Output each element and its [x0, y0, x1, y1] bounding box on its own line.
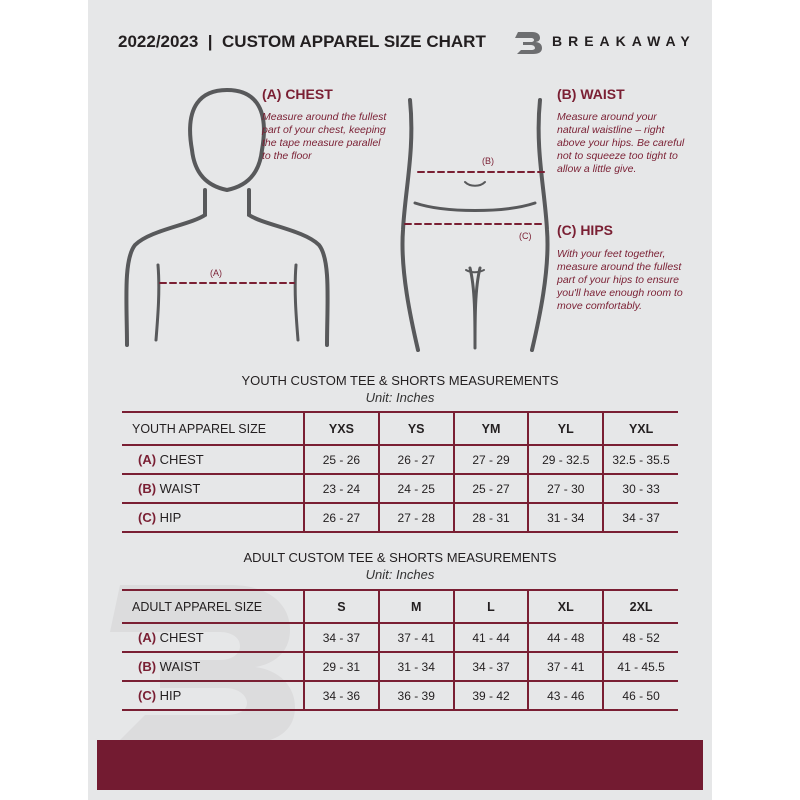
lower-body-figure: [400, 98, 550, 352]
measurement-cell: 25 - 26: [303, 444, 379, 475]
measurement-cell: 31 - 34: [527, 502, 604, 533]
hips-instructions: With your feet together, measure around …: [557, 248, 683, 312]
measurement-cell: 26 - 27: [377, 444, 454, 475]
measurement-cell: 48 - 52: [602, 622, 678, 653]
measurement-cell: 34 - 37: [303, 622, 379, 653]
measure-label: (C) HIP: [122, 680, 304, 711]
chest-heading: (A) CHEST: [262, 86, 333, 102]
measure-letter: (C): [138, 688, 157, 703]
measurement-cell: 46 - 50: [602, 680, 678, 711]
table-row: (A) CHEST 34 - 37 37 - 41 41 - 44 44 - 48 48 …: [122, 622, 678, 653]
adult-size-table: ADULT APPAREL SIZE S M L XL 2XL (A) CHEST 34 - …: [122, 589, 678, 711]
size-header: YM: [452, 411, 529, 446]
size-header: M: [377, 589, 454, 624]
measurement-cell: 25 - 27: [452, 473, 529, 504]
size-header: YS: [377, 411, 454, 446]
table-row: (C) HIP 26 - 27 27 - 28 28 - 31 31 - 34 34 - …: [122, 502, 678, 533]
youth-section-header: YOUTH CUSTOM TEE & SHORTS MEASUREMENTS U…: [122, 372, 678, 406]
chest-marker: (A): [210, 268, 222, 278]
waist-heading: (B) WAIST: [557, 86, 625, 102]
measure-label: (A) CHEST: [122, 622, 304, 653]
adult-section-header: ADULT CUSTOM TEE & SHORTS MEASUREMENTS U…: [122, 549, 678, 583]
brand-logo: BREAKAWAY: [514, 26, 696, 56]
table-row: (A) CHEST 25 - 26 26 - 27 27 - 29 29 - 32.5 3…: [122, 444, 678, 475]
measurement-cell: 27 - 28: [377, 502, 454, 533]
measure-letter: (A): [138, 452, 157, 467]
measurement-cell: 36 - 39: [377, 680, 454, 711]
adult-unit: Unit: Inches: [365, 567, 435, 582]
measurement-cell: 41 - 45.5: [602, 651, 678, 682]
measure-name: WAIST: [159, 481, 201, 496]
measurement-cell: 37 - 41: [527, 651, 604, 682]
measure-label: (B) WAIST: [122, 473, 304, 504]
measure-letter: (B): [138, 659, 157, 674]
table-row: (C) HIP 34 - 36 36 - 39 39 - 42 43 - 46 46 - …: [122, 680, 678, 711]
measurement-cell: 23 - 24: [303, 473, 379, 504]
size-header: YXL: [602, 411, 678, 446]
measure-label: (A) CHEST: [122, 444, 304, 475]
youth-size-table: YOUTH APPAREL SIZE YXS YS YM YL YXL (A) CHEST 2…: [122, 411, 678, 533]
measurement-cell: 29 - 32.5: [527, 444, 604, 475]
youth-title: YOUTH CUSTOM TEE & SHORTS MEASUREMENTS: [241, 373, 559, 388]
waist-marker: (B): [482, 156, 494, 166]
measurement-cell: 34 - 37: [452, 651, 529, 682]
measure-name: WAIST: [159, 659, 201, 674]
measurement-cell: 32.5 - 35.5: [602, 444, 678, 475]
measure-name: HIP: [159, 688, 182, 703]
measure-name: HIP: [159, 510, 182, 525]
measure-label: (C) HIP: [122, 502, 304, 533]
measurement-cell: 24 - 25: [377, 473, 454, 504]
breakaway-b-icon: [515, 32, 542, 54]
upper-body-figure: [124, 87, 330, 347]
measurement-cell: 44 - 48: [527, 622, 604, 653]
size-header: YL: [527, 411, 604, 446]
hip-marker: (C): [519, 231, 532, 241]
size-label: ADULT APPAREL SIZE: [122, 589, 304, 624]
measurement-cell: 41 - 44: [452, 622, 529, 653]
size-header: S: [303, 589, 379, 624]
measure-letter: (C): [138, 510, 157, 525]
measurement-cell: 27 - 30: [527, 473, 604, 504]
table-row: (B) WAIST 29 - 31 31 - 34 34 - 37 37 - 41 41 …: [122, 651, 678, 682]
measure-letter: (B): [138, 481, 157, 496]
footer-bar: [97, 740, 703, 790]
measurement-cell: 28 - 31: [452, 502, 529, 533]
size-header: YXS: [303, 411, 379, 446]
size-label: YOUTH APPAREL SIZE: [122, 411, 304, 446]
youth-unit: Unit: Inches: [365, 390, 435, 405]
measurement-cell: 30 - 33: [602, 473, 678, 504]
measurement-cell: 34 - 37: [602, 502, 678, 533]
size-header: L: [452, 589, 529, 624]
header-row: ADULT APPAREL SIZE S M L XL 2XL: [122, 589, 678, 624]
measurement-cell: 27 - 29: [452, 444, 529, 475]
body-illustrations: [124, 87, 550, 352]
chest-instructions: Measure around the fullest part of your …: [262, 111, 387, 162]
measurement-cell: 31 - 34: [377, 651, 454, 682]
table-row: (B) WAIST 23 - 24 24 - 25 25 - 27 27 - 30 30 …: [122, 473, 678, 504]
waist-instructions: Measure around your natural waistline – …: [557, 111, 685, 175]
measurement-cell: 29 - 31: [303, 651, 379, 682]
size-header: XL: [527, 589, 604, 624]
hips-heading: (C) HIPS: [557, 222, 613, 238]
measure-name: CHEST: [159, 630, 204, 645]
page-title: 2022/2023 | CUSTOM APPAREL SIZE CHART: [118, 32, 486, 51]
measure-label: (B) WAIST: [122, 651, 304, 682]
measurement-cell: 39 - 42: [452, 680, 529, 711]
measurement-cell: 34 - 36: [303, 680, 379, 711]
measure-name: CHEST: [159, 452, 204, 467]
measurement-cell: 26 - 27: [303, 502, 379, 533]
measurement-cell: 43 - 46: [527, 680, 604, 711]
measurement-cell: 37 - 41: [377, 622, 454, 653]
size-header: 2XL: [602, 589, 678, 624]
adult-title: ADULT CUSTOM TEE & SHORTS MEASUREMENTS: [243, 550, 557, 565]
measure-letter: (A): [138, 630, 157, 645]
header-row: YOUTH APPAREL SIZE YXS YS YM YL YXL: [122, 411, 678, 446]
